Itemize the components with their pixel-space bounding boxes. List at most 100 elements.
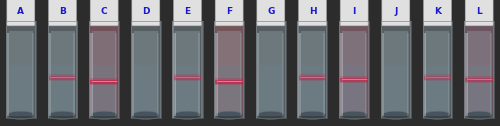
Ellipse shape — [424, 111, 452, 119]
Bar — [298, 21, 328, 118]
Bar — [92, 30, 116, 116]
Bar — [424, 77, 452, 78]
Bar — [174, 77, 202, 78]
Bar — [466, 78, 493, 82]
Bar — [90, 80, 118, 84]
Bar — [215, 34, 218, 116]
Bar — [48, 76, 76, 80]
Bar — [6, 34, 10, 116]
Bar — [465, 34, 468, 116]
Bar — [298, 76, 326, 80]
Bar — [384, 30, 408, 116]
Bar — [422, 21, 424, 118]
FancyBboxPatch shape — [465, 0, 493, 26]
Ellipse shape — [298, 111, 326, 119]
Bar — [50, 30, 74, 116]
Bar — [243, 21, 244, 118]
Bar — [300, 65, 324, 116]
Bar — [466, 79, 491, 80]
Bar — [422, 21, 452, 118]
Bar — [256, 21, 286, 118]
Text: C: C — [101, 7, 107, 17]
FancyBboxPatch shape — [7, 0, 35, 26]
Bar — [74, 34, 76, 116]
Bar — [298, 21, 328, 118]
Bar — [467, 65, 491, 116]
Bar — [217, 30, 241, 116]
Bar — [342, 30, 366, 116]
Ellipse shape — [48, 111, 76, 119]
Bar — [172, 21, 174, 118]
Bar — [256, 34, 260, 116]
Bar — [340, 76, 368, 83]
Bar — [339, 21, 369, 118]
Bar — [259, 65, 283, 116]
Bar — [90, 81, 118, 82]
Bar — [89, 21, 119, 118]
Bar — [326, 21, 328, 118]
Bar — [6, 21, 36, 118]
Bar — [298, 74, 326, 82]
Bar — [250, 0, 292, 126]
Bar — [90, 78, 118, 85]
Bar — [416, 0, 459, 126]
Bar — [324, 34, 326, 116]
Bar — [156, 34, 158, 116]
Bar — [340, 34, 343, 116]
Bar — [381, 21, 411, 118]
Bar — [334, 0, 375, 126]
FancyBboxPatch shape — [48, 0, 76, 26]
Bar — [32, 34, 34, 116]
Bar — [172, 21, 203, 118]
Bar — [426, 65, 450, 116]
Text: A: A — [18, 7, 24, 17]
Bar — [342, 65, 366, 116]
Bar — [175, 77, 200, 78]
FancyBboxPatch shape — [215, 0, 243, 26]
Bar — [0, 0, 42, 126]
Bar — [342, 79, 366, 80]
Bar — [84, 0, 125, 126]
Bar — [424, 34, 426, 116]
Bar — [466, 76, 493, 83]
Bar — [48, 74, 76, 82]
Bar — [208, 0, 250, 126]
Ellipse shape — [7, 111, 34, 119]
Bar — [300, 30, 324, 116]
Bar — [214, 21, 244, 118]
Bar — [160, 21, 161, 118]
Bar — [6, 21, 36, 118]
Bar — [368, 21, 369, 118]
Bar — [256, 21, 286, 118]
Bar — [216, 78, 243, 85]
Bar — [216, 81, 242, 82]
Text: H: H — [308, 7, 316, 17]
Text: L: L — [476, 7, 482, 17]
Bar — [300, 77, 325, 78]
Bar — [424, 74, 452, 82]
Bar — [92, 65, 116, 116]
Bar — [464, 21, 494, 118]
Ellipse shape — [257, 111, 284, 119]
Bar — [172, 21, 203, 118]
Bar — [198, 34, 200, 116]
Bar — [48, 77, 76, 78]
Bar — [176, 65, 200, 116]
Bar — [282, 34, 284, 116]
Bar — [48, 34, 51, 116]
Bar — [166, 0, 208, 126]
FancyBboxPatch shape — [382, 0, 410, 26]
Bar — [467, 30, 491, 116]
Bar — [131, 21, 161, 118]
Bar — [425, 77, 450, 78]
Bar — [131, 21, 161, 118]
Ellipse shape — [340, 111, 368, 119]
Bar — [259, 30, 283, 116]
Bar — [422, 21, 452, 118]
Bar — [174, 76, 202, 80]
Bar — [34, 21, 36, 118]
Bar — [216, 81, 243, 82]
Bar — [340, 78, 368, 82]
Bar — [132, 34, 134, 116]
FancyBboxPatch shape — [298, 0, 326, 26]
